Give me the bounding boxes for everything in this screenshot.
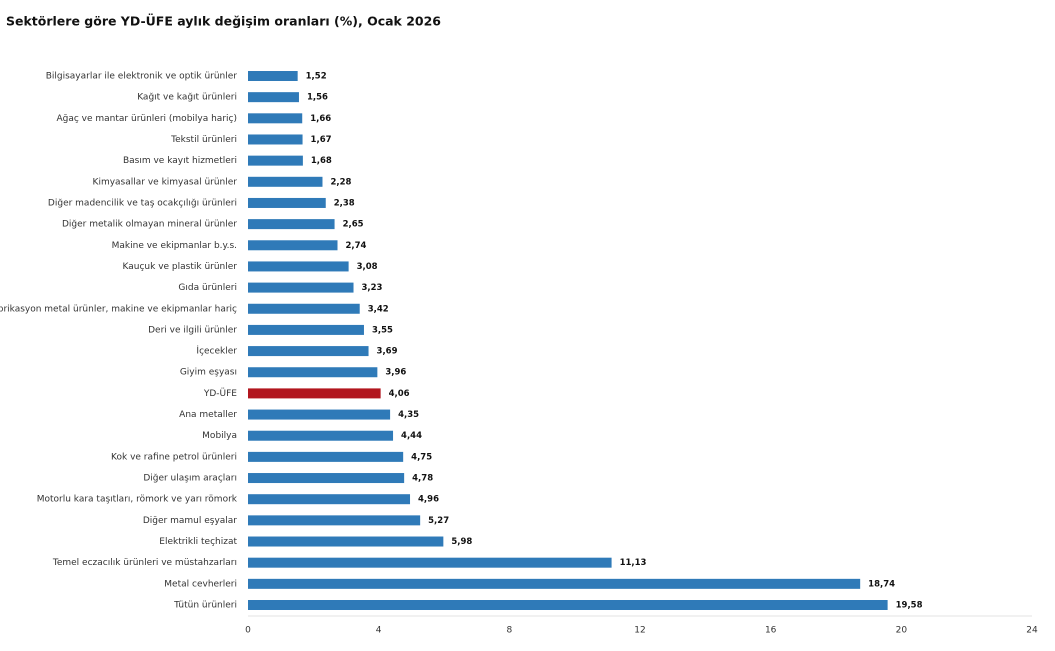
bar [248, 388, 381, 399]
y-tick-label: Gıda ürünleri [178, 283, 237, 293]
bar [248, 346, 369, 357]
y-tick-label: Ana metaller [179, 410, 237, 420]
value-label: 4,78 [412, 474, 433, 484]
value-label: 1,67 [311, 135, 332, 145]
y-tick-label: Ağaç ve mantar ürünleri (mobilya hariç) [56, 114, 237, 124]
y-tick-label: Metal cevherleri [164, 579, 237, 589]
value-label: 4,44 [401, 431, 422, 441]
y-tick-label: Kauçuk ve plastik ürünler [123, 262, 238, 272]
value-label: 1,68 [311, 156, 332, 166]
y-tick-label: Diğer ulaşım araçları [143, 474, 237, 484]
x-tick-label: 8 [506, 626, 512, 636]
value-label: 1,52 [306, 72, 327, 82]
y-tick-label: Motorlu kara taşıtları, römork ve yarı r… [37, 495, 238, 505]
y-tick-label: Tütün ürünleri [173, 601, 237, 611]
value-label: 11,13 [620, 558, 647, 568]
y-tick-label: Mobilya [202, 431, 237, 441]
bar [248, 282, 354, 293]
bar [248, 515, 421, 526]
bar [248, 176, 323, 187]
value-label: 1,56 [307, 93, 328, 103]
bar [248, 219, 335, 230]
y-tick-label: Bilgisayarlar ile elektronik ve optik ür… [46, 72, 238, 82]
value-label: 3,69 [377, 347, 398, 357]
y-tick-label: Diğer mamul eşyalar [143, 516, 237, 526]
value-label: 4,35 [398, 410, 419, 420]
bar [248, 240, 338, 251]
bar [248, 473, 405, 484]
y-tick-label: Basım ve kayıt hizmetleri [123, 156, 237, 166]
y-tick-label: Kimyasallar ve kimyasal ürünler [93, 177, 238, 187]
value-label: 3,08 [357, 262, 378, 272]
bar [248, 261, 349, 272]
value-label: 4,75 [411, 452, 432, 462]
y-tick-label: Diğer metalik olmayan mineral ürünler [62, 220, 237, 230]
value-label: 5,98 [451, 537, 472, 547]
bar [248, 303, 360, 314]
x-tick-label: 0 [245, 626, 251, 636]
value-label: 3,42 [368, 304, 389, 314]
x-tick-label: 20 [896, 626, 908, 636]
y-tick-label: Fabrikasyon metal ürünler, makine ve eki… [0, 304, 237, 314]
bar [248, 197, 326, 208]
y-tick-label: Diğer madencilik ve taş ocakçılığı ürünl… [48, 198, 237, 208]
bar [248, 536, 444, 547]
value-label: 2,38 [334, 198, 355, 208]
y-tick-label: YD-ÜFE [203, 388, 237, 399]
value-label: 3,96 [385, 368, 406, 378]
y-tick-label: Kağıt ve kağıt ürünleri [137, 93, 237, 103]
value-label: 2,28 [330, 177, 351, 187]
value-label: 5,27 [428, 516, 449, 526]
bar [248, 409, 391, 420]
y-tick-label: Elektrikli teçhizat [159, 537, 237, 547]
x-tick-label: 16 [765, 626, 777, 636]
value-label: 4,96 [418, 495, 439, 505]
x-tick-label: 24 [1026, 626, 1038, 636]
value-label: 18,74 [868, 579, 895, 589]
y-tick-label: Makine ve ekipmanlar b.y.s. [112, 241, 237, 251]
bar [248, 430, 394, 441]
y-tick-label: İçecekler [196, 346, 237, 357]
chart-title: Sektörlere göre YD-ÜFE aylık değişim ora… [6, 14, 441, 29]
bar [248, 155, 303, 166]
y-tick-label: Temel eczacılık ürünleri ve müstahzarlar… [52, 558, 237, 568]
bar [248, 600, 888, 610]
value-label: 2,65 [343, 220, 364, 230]
value-label: 4,06 [389, 389, 410, 399]
value-label: 19,58 [896, 601, 923, 611]
y-tick-label: Kok ve rafine petrol ürünleri [111, 452, 237, 462]
bar [248, 494, 411, 505]
x-tick-label: 4 [376, 626, 382, 636]
bar [248, 557, 612, 568]
y-tick-label: Tekstil ürünleri [170, 135, 237, 145]
value-label: 1,66 [310, 114, 331, 124]
bar [248, 71, 298, 81]
value-label: 2,74 [346, 241, 367, 251]
y-tick-label: Giyim eşyası [180, 368, 237, 378]
bar [248, 134, 303, 145]
bar [248, 451, 404, 462]
value-label: 3,23 [362, 283, 383, 293]
bar [248, 324, 364, 335]
bar [248, 367, 378, 378]
bar [248, 113, 303, 124]
y-tick-label: Deri ve ilgili ürünler [148, 325, 237, 335]
value-label: 3,55 [372, 325, 393, 335]
bar [248, 578, 861, 589]
x-tick-label: 12 [634, 626, 645, 636]
bar [248, 92, 299, 103]
